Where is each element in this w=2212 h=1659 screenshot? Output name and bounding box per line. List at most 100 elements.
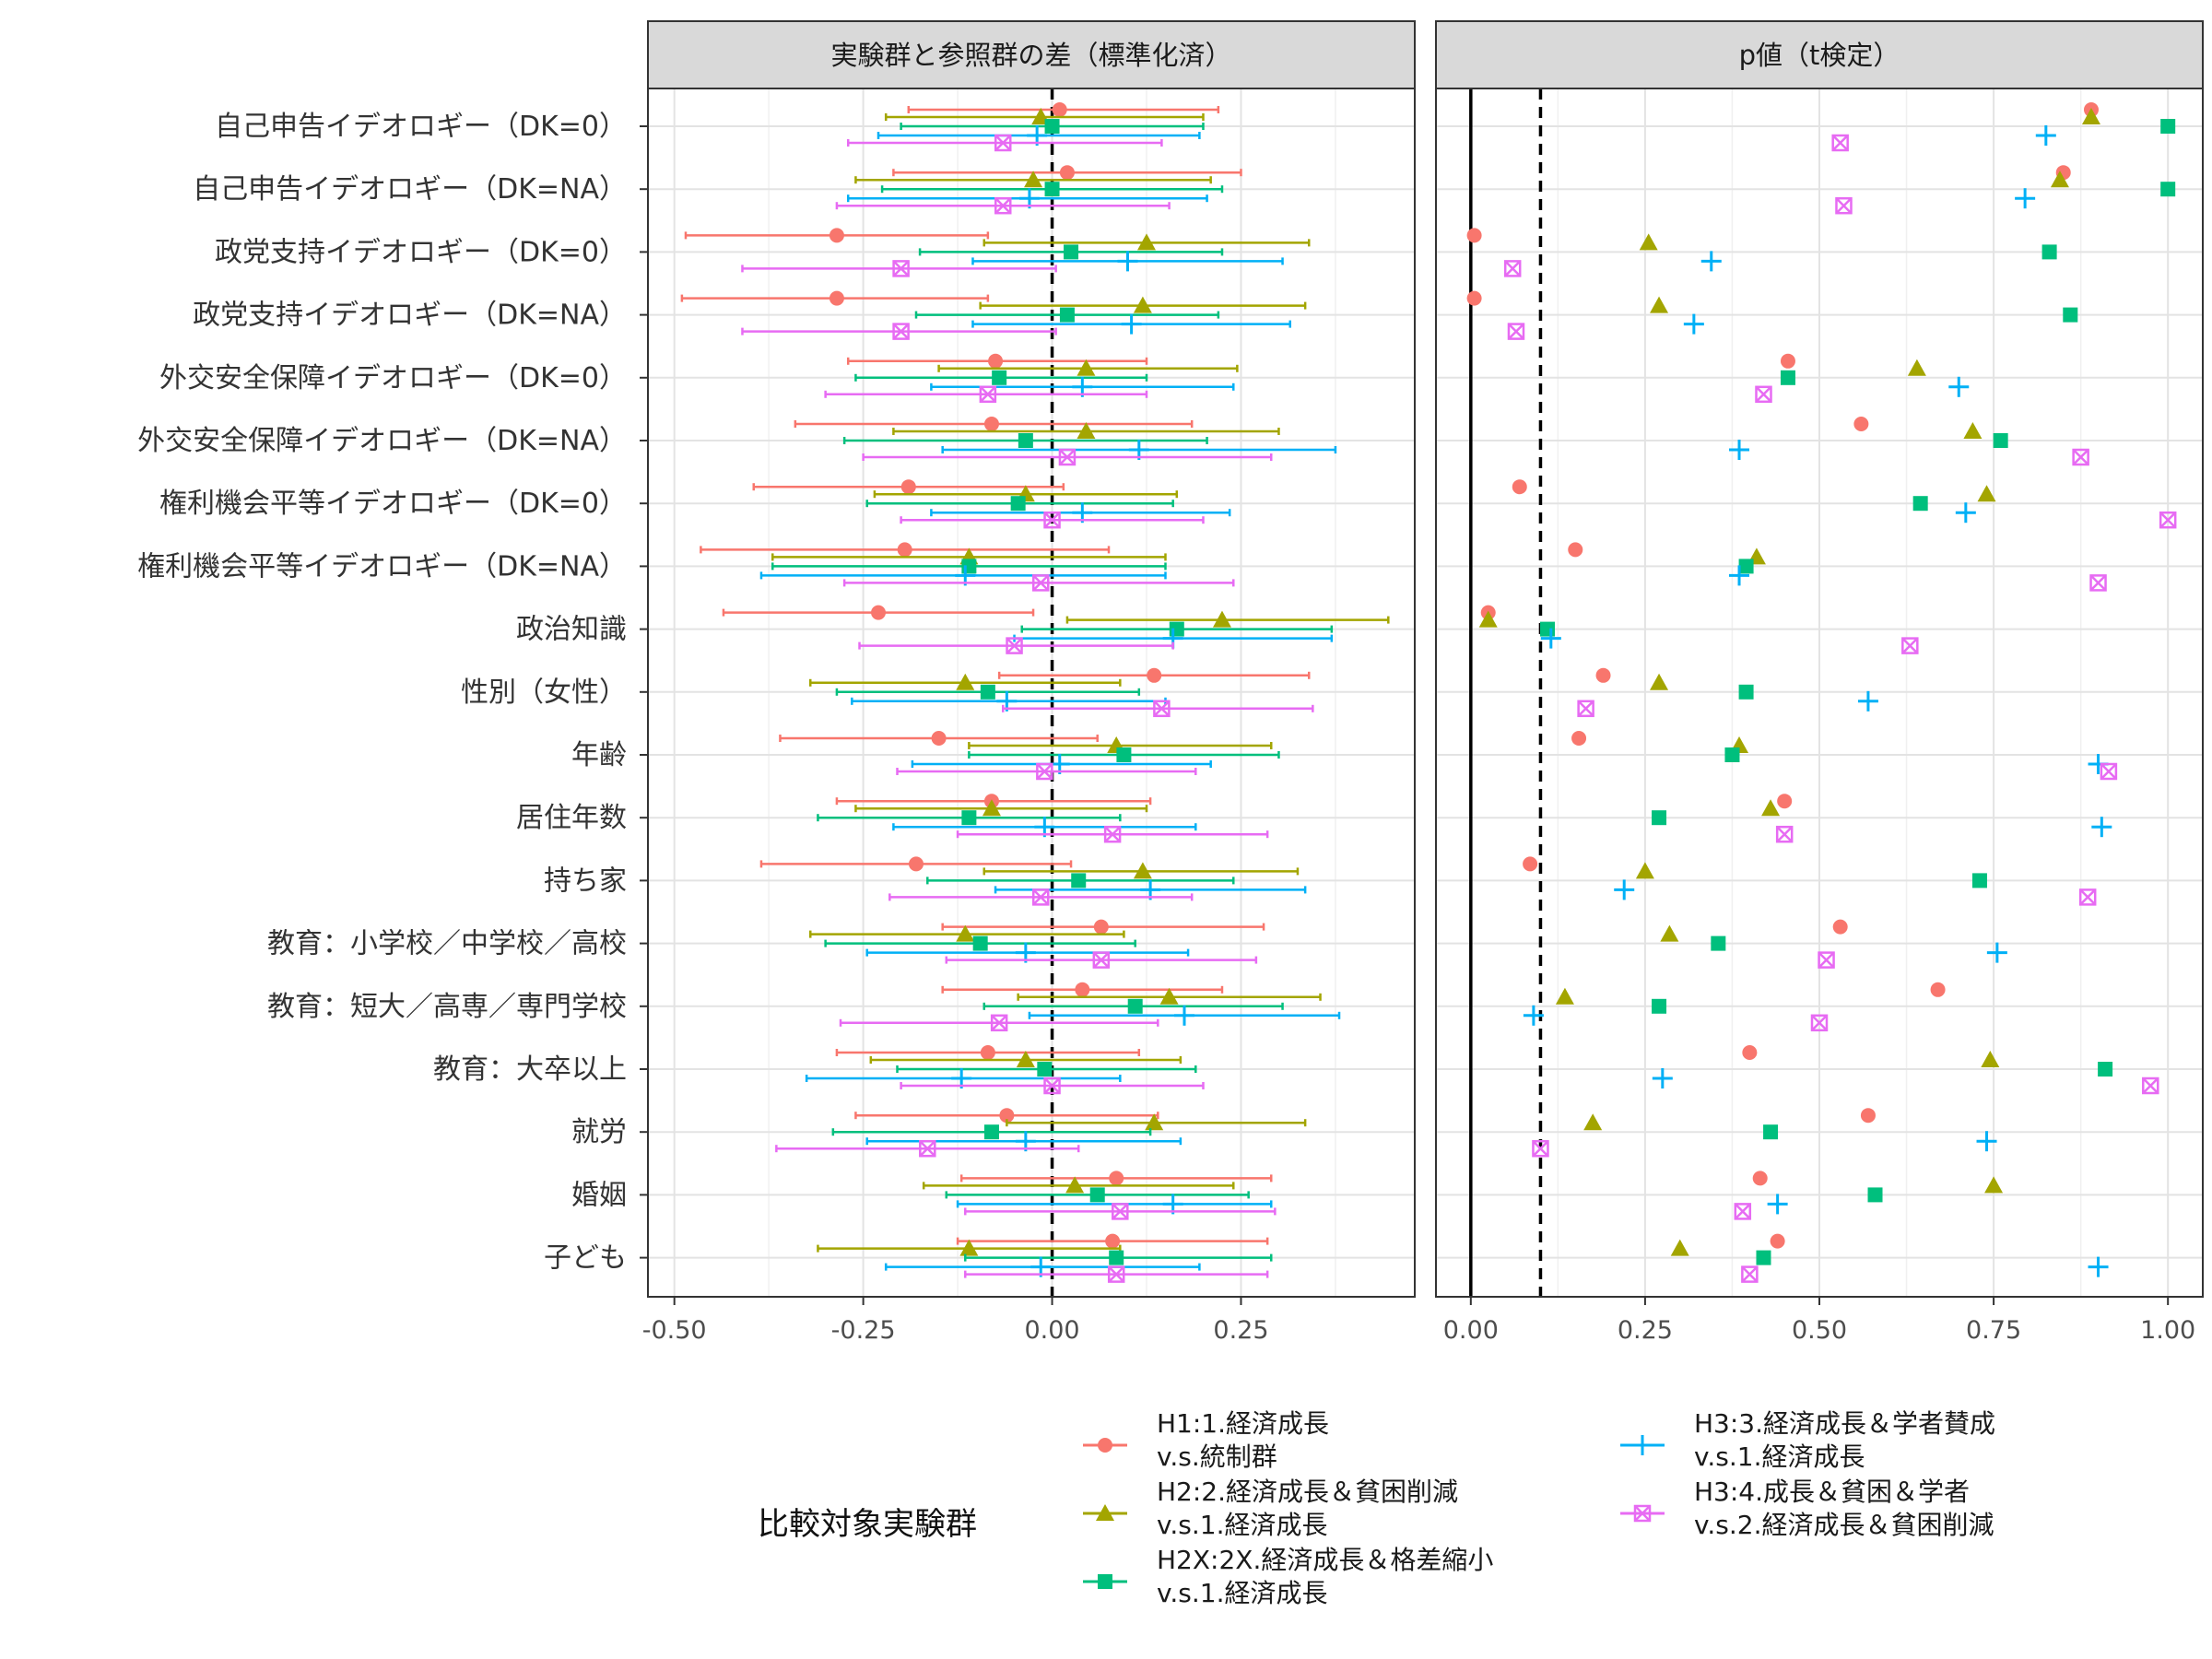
legend-item: H3:4.成長＆貧困＆学者v.s.2.経済成長＆貧困削減 (1620, 1477, 1994, 1540)
diff-point-shape (1044, 119, 1060, 134)
y-axis-label: 外交安全保障イデオロギー（DK=NA） (137, 425, 627, 457)
p-value-point (2041, 244, 2057, 260)
diff-point-d2 (1032, 888, 1050, 906)
diff-point (994, 196, 1012, 215)
p-value-point (1993, 433, 2008, 448)
legend-label: v.s.2.経済成長＆貧困削減 (1694, 1510, 1994, 1540)
diff-point-shape (1044, 182, 1060, 197)
p-value-point-shape (1770, 1233, 1785, 1249)
p-value-point (1742, 1045, 1758, 1060)
diff-point (1059, 165, 1075, 181)
y-axis-label: 外交安全保障イデオロギー（DK=0） (159, 362, 627, 394)
diff-point-shape (972, 935, 988, 951)
diff-point (1169, 621, 1184, 637)
diff-point-shape (959, 1239, 979, 1256)
p-value-point-d2 (2089, 574, 2107, 592)
panel-difference-x-axis: -0.50 -0.25 0.00 0.25 (642, 1297, 1269, 1345)
p-value-point (2160, 182, 2176, 197)
p-value-point (1670, 1239, 1689, 1256)
diff-point-shape (999, 1108, 1015, 1124)
y-axis-label: 居住年数 (516, 802, 627, 834)
diff-point (900, 479, 916, 495)
diff-point-d2 (892, 260, 910, 277)
p-value-point (2091, 817, 2112, 838)
p-value-point-d2 (2072, 449, 2089, 465)
p-value-point (2072, 448, 2089, 466)
diff-point (1077, 359, 1096, 376)
p-value-point (1835, 196, 1853, 215)
diff-point (908, 856, 924, 872)
p-value-point (1853, 417, 1869, 431)
diff-point (992, 370, 1007, 385)
p-value-point-shape (1652, 998, 1667, 1014)
diff-point-shape (1089, 1187, 1105, 1203)
p-value-point (1466, 228, 1482, 243)
p-value-point-d2 (1508, 323, 1524, 340)
p-value-point (1660, 924, 1679, 942)
diff-point (983, 1124, 999, 1140)
diff-point (1031, 574, 1050, 592)
p-value-point-d2 (1818, 951, 1835, 969)
diff-point-d2 (1108, 1265, 1125, 1283)
p-value-point (2142, 1077, 2159, 1095)
diff-point (1117, 251, 1138, 272)
p-value-point (1652, 1068, 1673, 1088)
diff-point-d2 (1112, 1203, 1129, 1220)
p-value-point (1955, 502, 1976, 524)
p-value-point (2100, 762, 2118, 781)
p-value-point (1818, 951, 1835, 969)
diff-point-d2 (1104, 826, 1122, 843)
legend-label: H2X:2X.経済成長＆格差縮小 (1157, 1545, 1493, 1575)
x-tick-label: -0.25 (831, 1316, 896, 1345)
diff-point (1006, 637, 1023, 654)
legend-key-marker (1098, 1574, 1112, 1589)
diff-point (1044, 119, 1060, 134)
diff-point-shape (1212, 610, 1231, 628)
diff-point (999, 1108, 1015, 1124)
diff-point (1112, 1203, 1129, 1220)
diff-point-shape (897, 542, 912, 558)
p-value-point-shape (1907, 359, 1926, 376)
legend-key-marker-d2 (1634, 1505, 1651, 1522)
diff-point (961, 559, 977, 574)
p-value-point (1901, 637, 1919, 654)
diff-point-shape (980, 684, 995, 700)
p-value-point (1976, 1131, 1997, 1152)
legend-label: v.s.1.経済成長 (1157, 1510, 1328, 1540)
diff-point-d2 (1092, 951, 1110, 969)
diff-point (1037, 1062, 1053, 1077)
legend-label: v.s.1.経済成長 (1694, 1441, 1865, 1472)
legend-key-marker-shape (1098, 1438, 1112, 1453)
diff-point (972, 935, 988, 951)
legend-key-marker-box (1633, 1504, 1652, 1523)
diff-point-shape (1109, 1250, 1124, 1265)
diff-point-shape (1065, 1176, 1085, 1194)
p-value-point (1756, 1250, 1771, 1265)
diff-point-d2 (991, 1014, 1008, 1031)
y-axis-label: 自己申告イデオロギー（DK=NA） (193, 173, 627, 206)
p-value-point-shape (1977, 485, 1996, 502)
x-tick-label: 0.00 (1443, 1316, 1499, 1345)
diff-point-shape (982, 799, 1001, 817)
p-value-point-shape (1971, 873, 1987, 888)
p-value-point (1683, 313, 1704, 335)
p-value-point (1639, 233, 1658, 251)
p-value-point (1780, 370, 1795, 385)
p-value-point (1555, 987, 1574, 1005)
diff-point (1147, 667, 1162, 683)
diff-point-shape (1127, 998, 1143, 1014)
p-value-point-shape (1832, 919, 1848, 935)
p-value-point-box (1810, 1014, 1829, 1032)
p-value-point-d2 (1776, 826, 1794, 843)
p-value-point-shape (1867, 1187, 1883, 1203)
diff-point-shape (871, 605, 887, 620)
panel-pvalue-x-axis: 0.00 0.25 0.50 0.75 1.00 (1443, 1297, 2195, 1345)
diff-point-shape (908, 856, 924, 872)
diff-point-box (1058, 448, 1077, 466)
x-tick-label: -0.50 (642, 1316, 707, 1345)
panel-pvalue-grid (1436, 88, 2203, 1297)
p-value-point (1948, 376, 1970, 397)
p-value-point (1971, 873, 1987, 888)
diff-point (1075, 982, 1090, 997)
